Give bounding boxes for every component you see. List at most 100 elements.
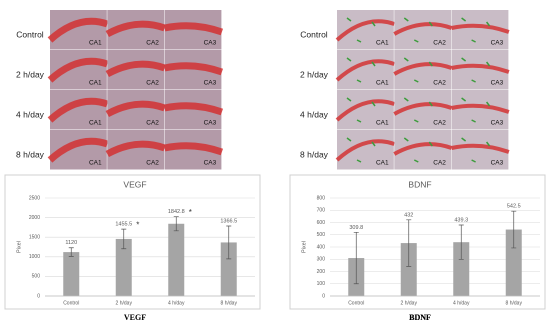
micrograph bbox=[337, 10, 394, 50]
value-label: 1842.8 bbox=[168, 209, 185, 215]
stain bbox=[346, 57, 376, 83]
region-label: CA3 bbox=[491, 120, 504, 127]
row-label: 2 h/day bbox=[16, 69, 45, 79]
y-tick-label: 500 bbox=[32, 274, 41, 280]
row-label: Control bbox=[16, 29, 44, 39]
chart-frame bbox=[289, 174, 546, 310]
bar bbox=[168, 223, 185, 296]
stain bbox=[403, 137, 433, 163]
region-label: CA2 bbox=[146, 80, 159, 87]
stain bbox=[403, 17, 433, 43]
bar bbox=[220, 242, 237, 296]
value-label: 439.3 bbox=[454, 217, 468, 223]
y-tick-label: 600 bbox=[317, 220, 326, 226]
cell-layer bbox=[105, 60, 166, 78]
row-label: 8 h/day bbox=[16, 149, 45, 159]
cell-layer bbox=[105, 140, 166, 158]
y-tick-label: 400 bbox=[317, 244, 326, 250]
error-bar bbox=[68, 247, 74, 257]
region-label: CA3 bbox=[204, 80, 217, 87]
cell-layer bbox=[335, 59, 395, 82]
y-tick-label: 300 bbox=[317, 257, 326, 263]
y-tick-label: 2000 bbox=[29, 215, 40, 221]
region-label: CA2 bbox=[433, 80, 446, 87]
region-label: CA2 bbox=[146, 120, 159, 127]
cell-layer bbox=[393, 22, 453, 36]
stain bbox=[403, 57, 433, 83]
cell-layer bbox=[47, 17, 109, 43]
cell-layer bbox=[393, 142, 453, 156]
caption: VEGF bbox=[124, 313, 146, 322]
y-tick-label: 0 bbox=[37, 293, 40, 299]
region-label: CA1 bbox=[376, 80, 389, 87]
bar bbox=[400, 243, 417, 296]
x-tick-label: 2 h/day bbox=[116, 300, 133, 306]
cell-layer bbox=[451, 63, 510, 74]
cell-layer bbox=[163, 62, 224, 76]
cell-layer bbox=[47, 137, 109, 163]
row-label: 4 h/day bbox=[16, 109, 45, 119]
value-label: 1120 bbox=[65, 240, 77, 246]
region-label: CA2 bbox=[433, 120, 446, 127]
region-label: CA3 bbox=[204, 160, 217, 167]
region-label: CA3 bbox=[204, 40, 217, 47]
stain bbox=[461, 17, 491, 43]
error-bar bbox=[511, 210, 517, 249]
stain bbox=[461, 57, 491, 83]
region-label: CA1 bbox=[376, 160, 389, 167]
region-label: CA3 bbox=[204, 120, 217, 127]
region-label: CA1 bbox=[89, 40, 102, 47]
value-label: 542.5 bbox=[507, 204, 521, 210]
region-label: CA3 bbox=[491, 80, 504, 87]
y-tick-label: 700 bbox=[317, 208, 326, 214]
cell-layer bbox=[393, 102, 453, 116]
region-label: CA3 bbox=[491, 160, 504, 167]
error-bar bbox=[406, 219, 412, 267]
bar bbox=[63, 252, 80, 296]
region-label: CA2 bbox=[146, 160, 159, 167]
y-tick-label: 2500 bbox=[29, 195, 40, 201]
micrograph bbox=[337, 130, 394, 170]
cell-layer bbox=[47, 97, 109, 123]
region-label: CA2 bbox=[433, 40, 446, 47]
micrograph bbox=[337, 90, 394, 130]
cell-layer bbox=[451, 143, 510, 154]
y-axis-label: Pixel bbox=[301, 241, 307, 253]
caption: BDNF bbox=[409, 313, 431, 322]
cell-layer bbox=[393, 62, 453, 76]
significance-marker: * bbox=[136, 220, 139, 229]
y-tick-label: 0 bbox=[322, 293, 325, 299]
region-label: CA1 bbox=[376, 40, 389, 47]
x-tick-label: Control bbox=[348, 300, 364, 306]
y-tick-label: 1000 bbox=[29, 254, 40, 260]
bar bbox=[453, 242, 470, 296]
x-tick-label: 4 h/day bbox=[453, 300, 470, 306]
cell-layer bbox=[451, 103, 510, 114]
y-axis-label: Pixel bbox=[16, 241, 22, 253]
row-label: Control bbox=[300, 29, 328, 39]
cell-layer bbox=[163, 142, 224, 156]
region-label: CA1 bbox=[89, 80, 102, 87]
x-tick-label: Control bbox=[63, 300, 79, 306]
region-label: CA1 bbox=[376, 120, 389, 127]
row-label: 4 h/day bbox=[300, 109, 329, 119]
x-tick-label: 8 h/day bbox=[221, 300, 238, 306]
y-tick-label: 500 bbox=[317, 232, 326, 238]
error-bar bbox=[173, 216, 179, 232]
region-label: CA2 bbox=[433, 160, 446, 167]
cell-layer bbox=[451, 23, 510, 34]
cell-layer bbox=[335, 19, 395, 42]
x-tick-label: 8 h/day bbox=[506, 300, 523, 306]
error-bar bbox=[121, 228, 127, 250]
cell-layer bbox=[105, 20, 166, 38]
value-label: 1366.5 bbox=[220, 218, 237, 224]
error-bar bbox=[226, 225, 232, 260]
chart-title: BDNF bbox=[408, 179, 431, 189]
region-label: CA1 bbox=[89, 120, 102, 127]
chart-title: VEGF bbox=[123, 179, 146, 189]
value-label: 432 bbox=[404, 212, 413, 218]
row-label: 2 h/day bbox=[300, 69, 329, 79]
cell-layer bbox=[163, 22, 224, 36]
